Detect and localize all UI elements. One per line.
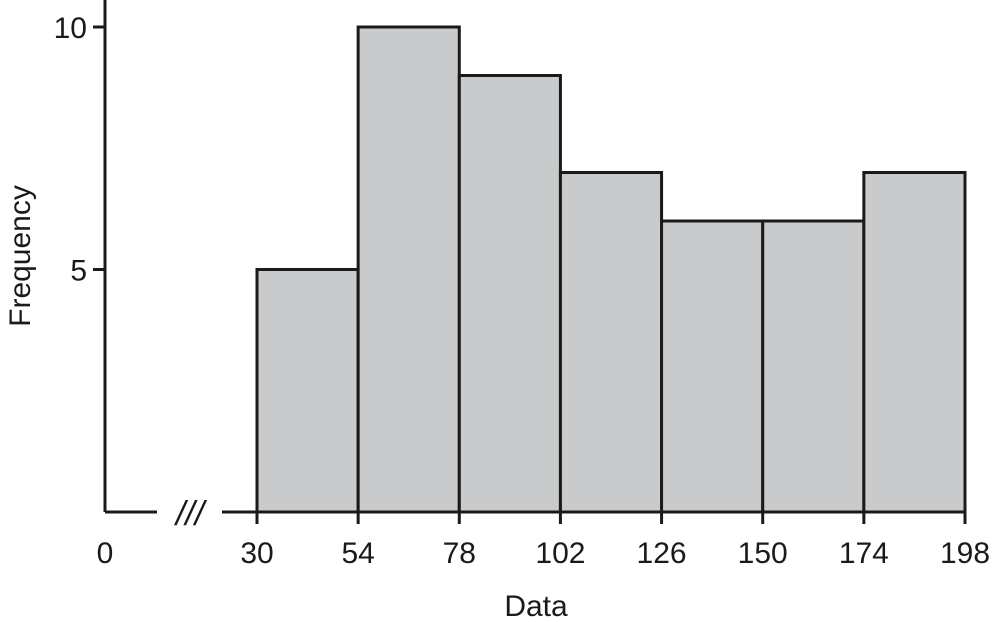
x-tick-label-174: 174 xyxy=(839,537,889,570)
bar-126-150 xyxy=(660,219,765,514)
bar-150-174 xyxy=(761,219,866,514)
x-tick-label-198: 198 xyxy=(940,537,990,570)
axes-group xyxy=(103,0,965,514)
x-axis-break-mark: /// xyxy=(174,495,208,533)
bar-174-198 xyxy=(862,171,967,514)
y-tick-label-10: 10 xyxy=(54,12,87,45)
y-ticks-group: 5 10 xyxy=(54,12,105,288)
bar-102-126 xyxy=(558,171,664,514)
x-tick-label-54: 54 xyxy=(341,537,374,570)
x-tick-label-0: 0 xyxy=(97,537,114,570)
bar-54-78 xyxy=(356,25,461,514)
y-tick-label-5: 5 xyxy=(70,255,87,288)
x-tick-label-102: 102 xyxy=(535,537,585,570)
x-ticks-group: 0 30 54 78 102 126 150 174 198 xyxy=(97,512,990,570)
bar-30-54 xyxy=(255,268,360,514)
x-tick-label-78: 78 xyxy=(443,537,476,570)
x-tick-label-30: 30 xyxy=(240,537,273,570)
x-tick-label-126: 126 xyxy=(637,537,687,570)
y-axis-title: Frequency xyxy=(4,185,37,327)
bars-group xyxy=(255,25,967,514)
x-axis-title: Data xyxy=(504,590,568,622)
x-tick-label-150: 150 xyxy=(738,537,788,570)
bar-78-102 xyxy=(457,74,562,514)
